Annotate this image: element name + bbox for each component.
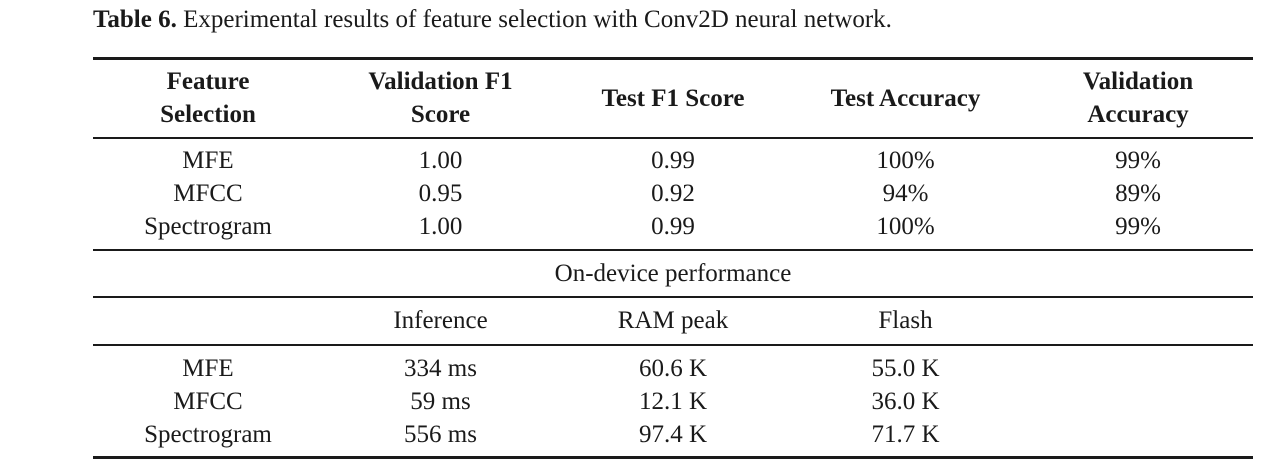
perf-feature: Spectrogram bbox=[144, 421, 272, 448]
perf-header-inference: Inference bbox=[393, 307, 488, 334]
bottom-rule bbox=[93, 456, 1253, 459]
caption-label: Table 6. bbox=[93, 6, 177, 33]
perf-ram: 12.1 K bbox=[638, 388, 708, 415]
result-val-acc: 99% bbox=[1115, 213, 1161, 240]
section-rule-top bbox=[93, 249, 1253, 251]
table-caption: Table 6. Experimental results of feature… bbox=[93, 4, 892, 36]
perf-inference: 59 ms bbox=[410, 388, 471, 415]
result-test-f1: 0.99 bbox=[651, 213, 695, 240]
header-test-accuracy: Test Accuracy bbox=[830, 85, 981, 112]
result-val-f1: 1.00 bbox=[418, 147, 463, 174]
header-test-f1: Test F1 Score bbox=[601, 85, 745, 112]
header-validation-f1-line2: Score bbox=[410, 101, 471, 128]
header-feature-line2: Selection bbox=[160, 101, 256, 128]
caption-text: Experimental results of feature selectio… bbox=[176, 6, 892, 33]
perf-flash: 71.7 K bbox=[871, 421, 940, 448]
result-val-acc: 89% bbox=[1115, 180, 1161, 207]
perf-header-rule bbox=[93, 344, 1253, 346]
perf-ram: 60.6 K bbox=[638, 355, 708, 382]
result-test-acc: 100% bbox=[876, 213, 935, 240]
perf-inference: 334 ms bbox=[404, 355, 477, 382]
result-test-f1: 0.99 bbox=[651, 147, 695, 174]
result-val-f1: 0.95 bbox=[418, 180, 463, 207]
result-test-acc: 94% bbox=[882, 180, 929, 207]
result-test-f1: 0.92 bbox=[651, 180, 695, 207]
perf-ram: 97.4 K bbox=[638, 421, 708, 448]
result-feature: MFCC bbox=[173, 180, 243, 207]
header-rule bbox=[93, 137, 1253, 139]
section-title: On-device performance bbox=[554, 260, 792, 287]
result-val-acc: 99% bbox=[1115, 147, 1161, 174]
result-test-acc: 100% bbox=[876, 147, 935, 174]
perf-inference: 556 ms bbox=[404, 421, 477, 448]
perf-flash: 55.0 K bbox=[871, 355, 940, 382]
perf-feature: MFE bbox=[182, 355, 234, 382]
header-feature-selection: Feature Selection bbox=[93, 65, 323, 131]
header-feature-line1: Feature bbox=[166, 68, 250, 95]
header-validation-accuracy-line1: Validation bbox=[1082, 68, 1194, 95]
perf-feature: MFCC bbox=[173, 388, 243, 415]
header-validation-accuracy-line2: Accuracy bbox=[1087, 101, 1189, 128]
result-feature: MFE bbox=[182, 147, 234, 174]
section-rule-bottom bbox=[93, 296, 1253, 298]
header-validation-accuracy: Validation Accuracy bbox=[1023, 65, 1253, 131]
result-feature: Spectrogram bbox=[144, 213, 272, 240]
perf-header-flash: Flash bbox=[878, 307, 933, 334]
perf-header-ram: RAM peak bbox=[617, 307, 729, 334]
result-val-f1: 1.00 bbox=[418, 213, 463, 240]
perf-flash: 36.0 K bbox=[871, 388, 940, 415]
header-validation-f1-line1: Validation F1 bbox=[368, 68, 513, 95]
top-rule bbox=[93, 57, 1253, 60]
header-validation-f1: Validation F1 Score bbox=[323, 65, 558, 131]
